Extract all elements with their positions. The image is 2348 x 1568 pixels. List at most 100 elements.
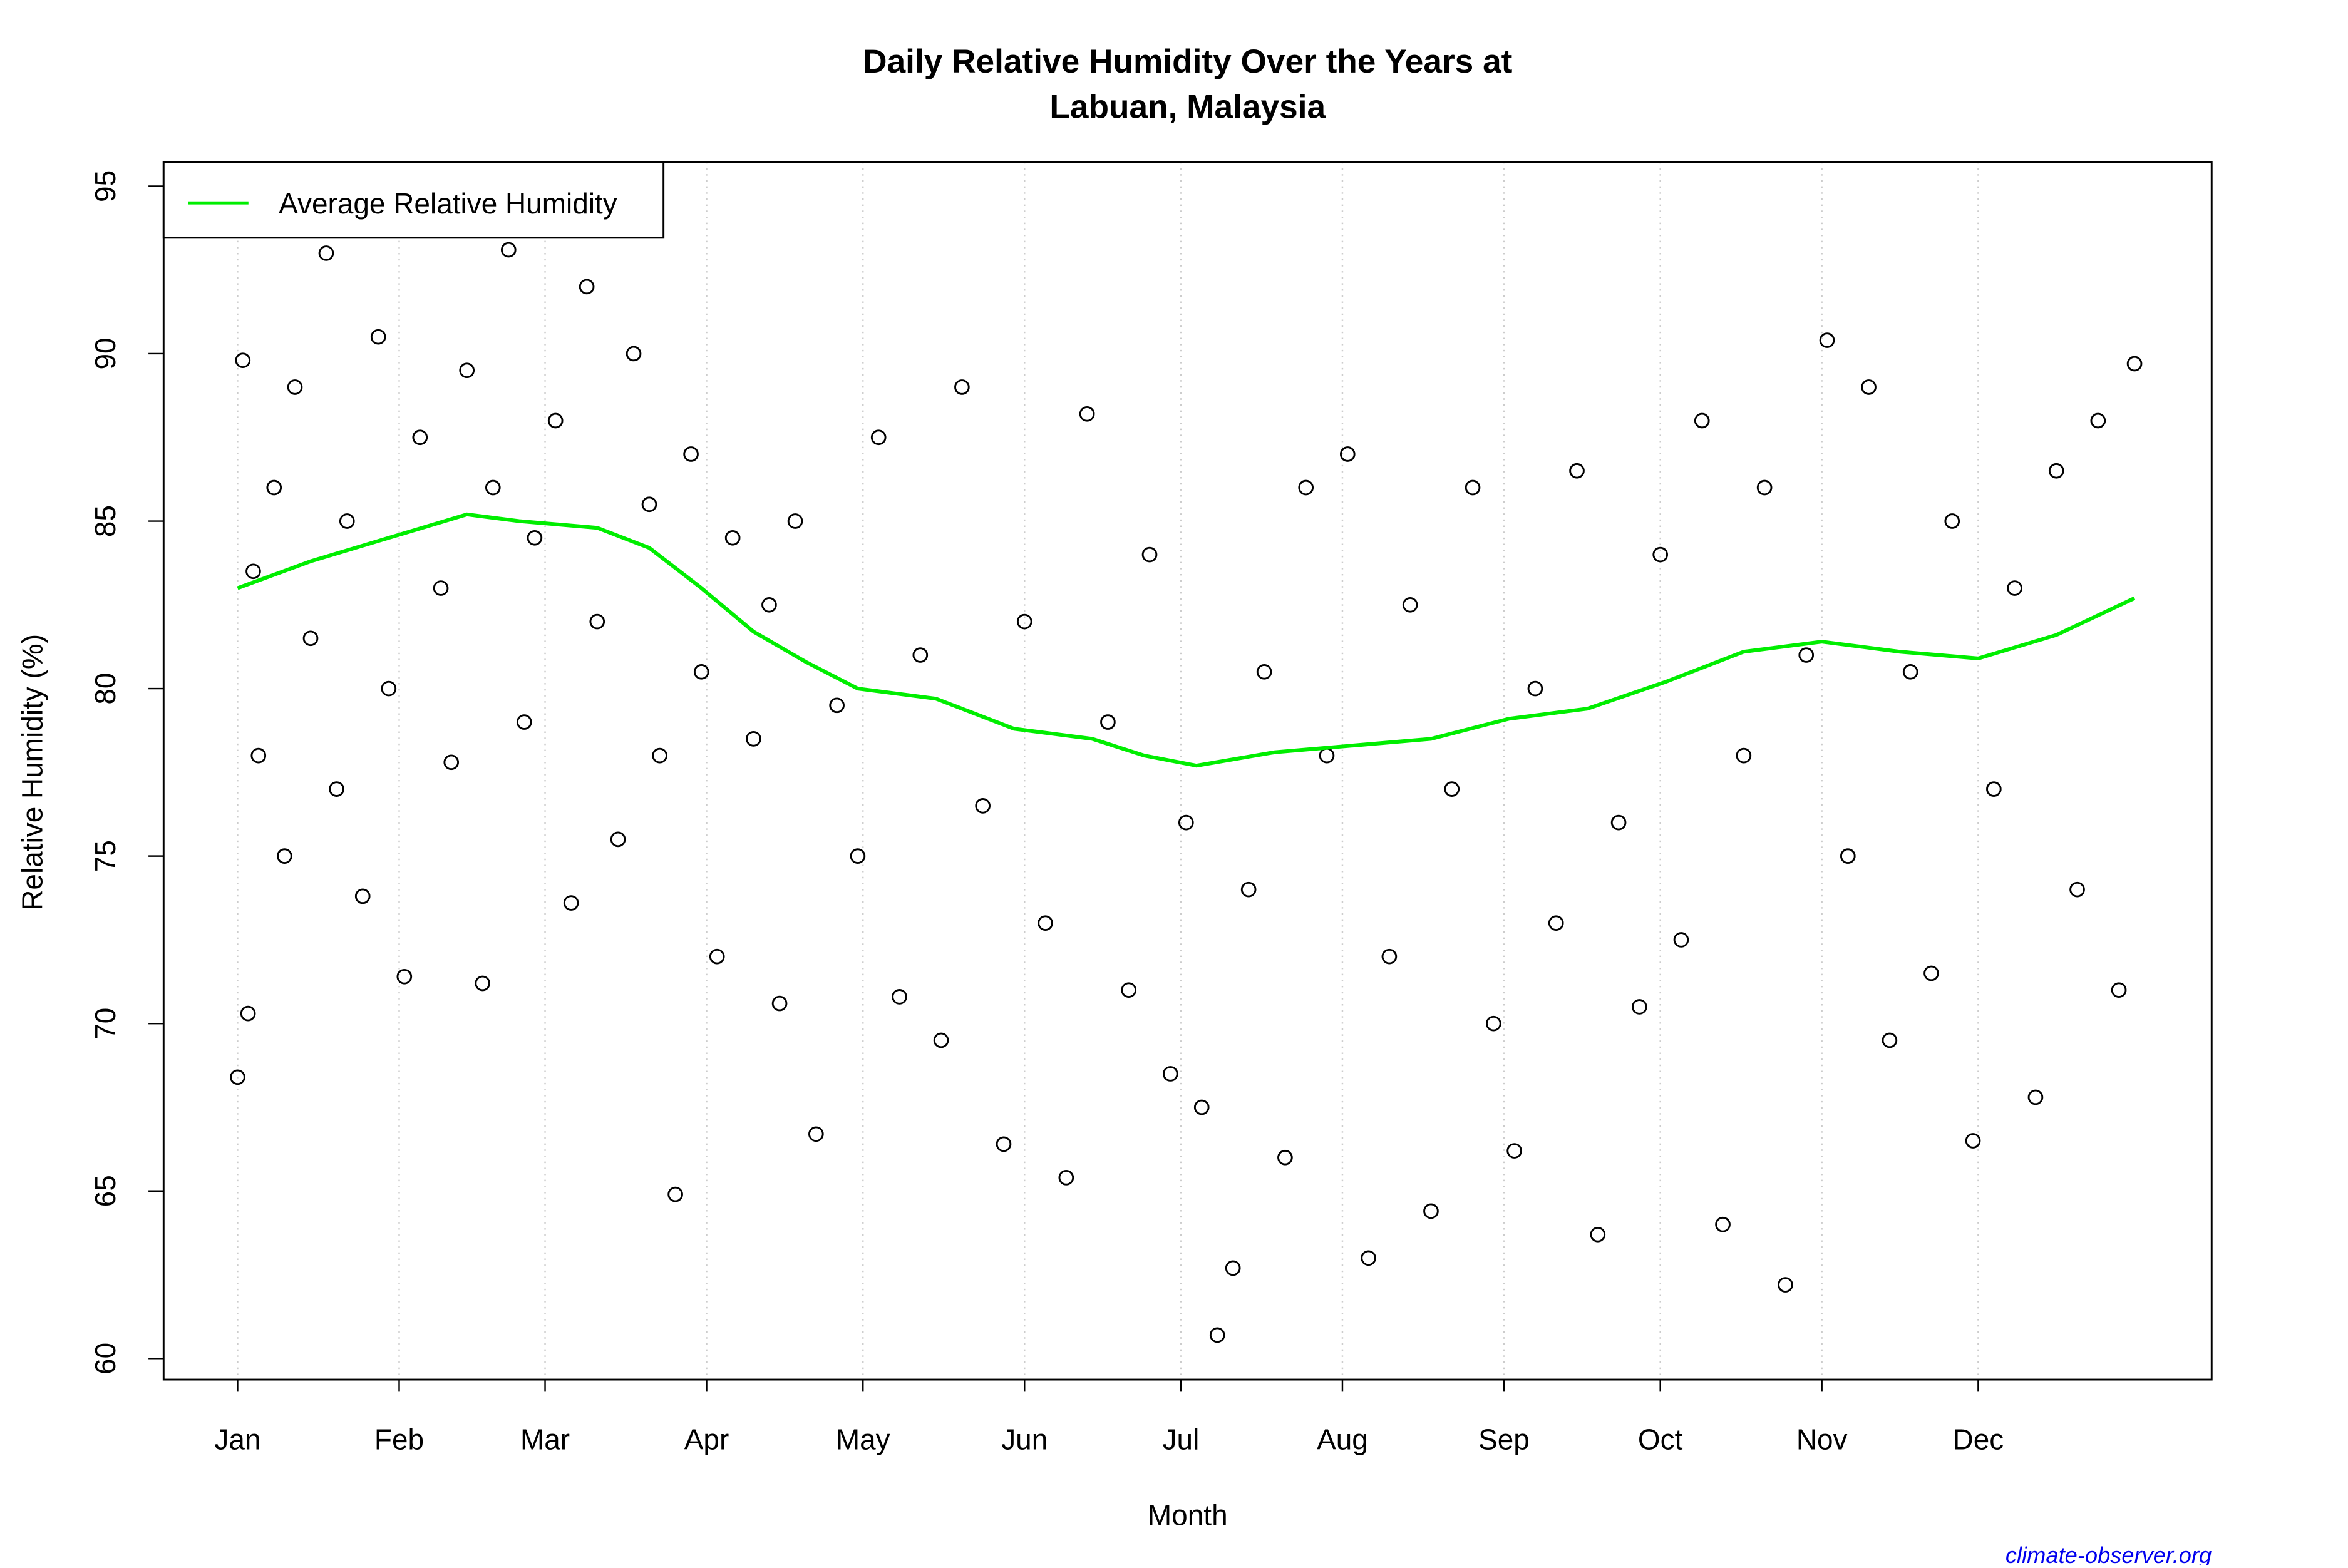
y-axis-label: Relative Humidity (%) [16, 634, 49, 911]
data-point [2126, 356, 2143, 372]
data-point [1694, 412, 1710, 429]
data-point [2090, 412, 2106, 429]
data-point [2007, 580, 2022, 596]
data-point [1339, 446, 1356, 462]
data-point [641, 496, 657, 513]
plot-frame [162, 161, 2213, 1381]
data-point [370, 329, 386, 345]
data-point [1423, 1203, 1439, 1219]
data-point [277, 848, 292, 864]
data-point [1756, 479, 1773, 496]
x-tick-label: May [836, 1423, 890, 1455]
data-point [475, 975, 491, 992]
data-point [1016, 613, 1032, 630]
data-point [396, 968, 413, 985]
y-tick-label: 90 [89, 337, 121, 369]
data-point [1632, 999, 1647, 1015]
data-point [787, 513, 803, 529]
data-point [870, 429, 887, 446]
y-tick-label: 95 [89, 170, 121, 202]
data-point [1840, 848, 1856, 864]
x-axis-label: Month [1148, 1499, 1228, 1531]
data-point [1277, 1149, 1293, 1166]
data-point [287, 379, 303, 395]
y-tick-label: 80 [89, 673, 121, 705]
data-point [1944, 513, 1960, 529]
data-point [1673, 932, 1689, 948]
data-point [2111, 982, 2127, 998]
data-point [1986, 781, 2002, 797]
data-point [693, 664, 709, 680]
data-point [652, 747, 667, 764]
data-point [912, 647, 929, 663]
data-point [1527, 680, 1543, 697]
data-point [1225, 1260, 1241, 1276]
data-point [547, 412, 564, 429]
data-point [1715, 1216, 1731, 1232]
legend-label: Average Relative Humidity [279, 187, 617, 220]
data-point [240, 1005, 256, 1022]
data-point [1610, 814, 1627, 831]
x-tick-label: Aug [1317, 1423, 1368, 1455]
data-point [1778, 1277, 1793, 1293]
data-point [235, 352, 251, 369]
data-point [500, 242, 517, 258]
data-point [1193, 1099, 1210, 1115]
data-point [1569, 463, 1585, 479]
data-point [1100, 714, 1116, 730]
data-point [1038, 915, 1053, 931]
x-tick-label: Sep [1478, 1423, 1530, 1455]
data-point [1861, 379, 1877, 395]
data-point [1178, 814, 1194, 831]
data-point [1256, 664, 1272, 680]
average-line [237, 512, 2136, 768]
data-point [302, 630, 319, 647]
data-point [892, 989, 907, 1005]
data-point [761, 597, 777, 613]
data-point [954, 379, 970, 395]
data-point [1965, 1133, 1981, 1149]
chart-title: Daily Relative Humidity Over the Years a… [863, 43, 1513, 80]
data-point [1652, 546, 1669, 563]
data-point [1819, 332, 1835, 348]
data-point [1298, 479, 1314, 496]
data-point [1240, 881, 1257, 898]
data-point [485, 479, 501, 496]
data-point [433, 580, 449, 596]
y-tick-label: 75 [89, 840, 121, 872]
data-point [2027, 1089, 2044, 1105]
data-point [443, 754, 460, 771]
data-point [1361, 1250, 1376, 1266]
data-point [516, 714, 532, 730]
data-point [2069, 881, 2085, 898]
data-point [563, 895, 579, 911]
data-point [1485, 1015, 1501, 1032]
data-point [459, 362, 475, 379]
chart-title: Labuan, Malaysia [1049, 89, 1326, 126]
data-point [1402, 597, 1418, 613]
x-tick-label: Mar [520, 1423, 570, 1455]
data-point [1882, 1032, 1898, 1048]
data-point [1141, 546, 1158, 563]
y-tick-label: 85 [89, 505, 121, 537]
x-tick-label: Nov [1796, 1423, 1848, 1455]
data-point [1923, 965, 1939, 981]
data-point [589, 613, 605, 630]
data-point [250, 747, 267, 764]
data-point [1590, 1226, 1606, 1243]
data-point [626, 346, 642, 362]
data-point [724, 530, 741, 546]
data-point [975, 798, 991, 814]
data-point [683, 446, 699, 462]
data-point [266, 479, 282, 496]
data-point [996, 1136, 1012, 1152]
source-credit: climate-observer.org [2006, 1542, 2212, 1565]
data-point [808, 1126, 824, 1142]
data-point [1209, 1327, 1225, 1343]
data-point [1381, 948, 1398, 965]
data-point [579, 279, 595, 295]
x-tick-label: Apr [684, 1423, 729, 1455]
